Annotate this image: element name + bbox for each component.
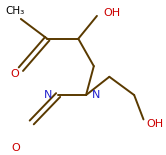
Text: O: O (12, 143, 21, 153)
Text: N: N (43, 90, 52, 100)
Text: N: N (92, 90, 101, 100)
Text: O: O (10, 69, 19, 79)
Text: OH: OH (103, 8, 120, 18)
Text: CH₃: CH₃ (5, 6, 24, 16)
Text: OH: OH (147, 119, 164, 129)
